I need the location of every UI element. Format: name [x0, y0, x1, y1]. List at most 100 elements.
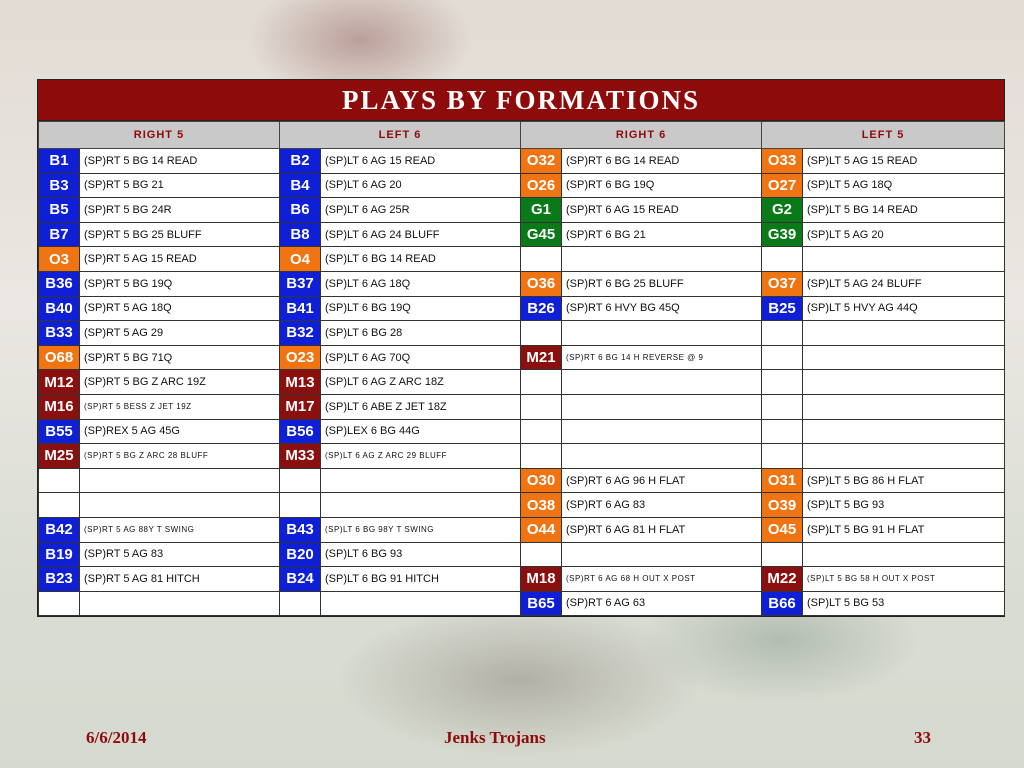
play-name-cell: (SP)RT 5 BG 71Q: [79, 344, 280, 371]
empty-play-cell: [561, 369, 763, 395]
footer-team: Jenks Trojans: [444, 728, 546, 747]
play-code-badge: G2: [761, 197, 804, 223]
play-code-badge: B20: [279, 541, 321, 568]
play-name-cell: (SP)LT 5 AG 15 READ: [802, 148, 1006, 174]
empty-play-cell: [561, 443, 763, 469]
play-code-badge: O45: [761, 516, 804, 543]
play-name-cell: (SP)LT 6 AG 18Q: [319, 270, 522, 297]
play-name-cell: (SP)RT 5 BG 24R: [79, 197, 280, 223]
empty-code-cell: [279, 467, 321, 494]
play-name-cell: (SP)RT 6 BG 14 READ: [561, 148, 763, 174]
empty-code-cell: [761, 369, 804, 395]
table-row: B5 (SP)RT 5 BG 24R B6 (SP)LT 6 AG 25R G1 (SP)…: [38, 197, 1006, 223]
play-code-badge: B65: [520, 590, 563, 617]
footer-date: 6/6/2014: [86, 728, 147, 747]
play-code-badge: M17: [279, 393, 321, 420]
empty-code-cell: [761, 541, 804, 568]
play-code-badge: B7: [38, 221, 80, 248]
empty-play-cell: [79, 467, 280, 494]
play-name-cell: (SP)LT 6 BG 14 READ: [319, 246, 522, 272]
play-code-badge: M12: [38, 369, 80, 395]
empty-play-cell: [802, 320, 1006, 346]
play-code-badge: O44: [520, 516, 563, 543]
play-name-cell: (SP)LT 5 AG 20: [802, 221, 1006, 248]
column-header: RIGHT 5: [38, 121, 280, 149]
play-name-cell: (SP)LT 6 AG 15 READ: [319, 148, 522, 174]
play-name-cell: (SP)RT 5 AG 81 HITCH: [79, 566, 280, 592]
play-name-cell: (SP)LT 5 BG 86 H FLAT: [802, 467, 1006, 494]
play-code-badge: B1: [38, 148, 80, 174]
play-code-badge: M18: [520, 566, 563, 592]
play-name-cell: (SP)LT 5 BG 91 H FLAT: [802, 516, 1006, 543]
play-name-cell: (SP)RT 5 BESS Z JET 19Z: [79, 393, 280, 420]
empty-play-cell: [802, 369, 1006, 395]
play-code-badge: O39: [761, 492, 804, 518]
play-code-badge: M25: [38, 443, 80, 469]
play-code-badge: B25: [761, 295, 804, 322]
play-code-badge: M13: [279, 369, 321, 395]
table-title: PLAYS BY FORMATIONS: [38, 80, 1004, 121]
empty-play-cell: [561, 393, 763, 420]
empty-code-cell: [520, 369, 563, 395]
play-name-cell: (SP)LT 5 HVY AG 44Q: [802, 295, 1006, 322]
plays-table: RIGHT 5 LEFT 6 RIGHT 6 LEFT 5 B1 (SP)RT 5…: [38, 121, 1006, 617]
play-code-badge: G45: [520, 221, 563, 248]
play-code-badge: O38: [520, 492, 563, 518]
empty-play-cell: [561, 418, 763, 445]
play-name-cell: (SP)RT 6 AG 81 H FLAT: [561, 516, 763, 543]
play-name-cell: (SP)LT 6 AG 25R: [319, 197, 522, 223]
play-name-cell: (SP)RT 6 AG 96 H FLAT: [561, 467, 763, 494]
play-name-cell: (SP)RT 5 BG 21: [79, 172, 280, 199]
empty-play-cell: [319, 467, 522, 494]
play-code-badge: B55: [38, 418, 80, 445]
empty-play-cell: [802, 541, 1006, 568]
footer-page-number: 33: [914, 728, 931, 747]
empty-code-cell: [520, 246, 563, 272]
play-name-cell: (SP)LT 5 BG 53: [802, 590, 1006, 617]
table-row: B40 (SP)RT 5 AG 18Q B41 (SP)LT 6 BG 19Q B26(…: [38, 295, 1006, 322]
play-code-badge: B5: [38, 197, 80, 223]
table-row: B33 (SP)RT 5 AG 29 B32 (SP)LT 6 BG 28: [38, 320, 1006, 346]
table-row: B65 (SP)RT 6 AG 63 B66 (SP)LT 5 BG 53: [38, 590, 1006, 617]
column-header: LEFT 6: [278, 121, 522, 149]
play-code-badge: B42: [38, 516, 80, 543]
play-name-cell: (SP)RT 5 BG Z ARC 19Z: [79, 369, 280, 395]
empty-play-cell: [802, 443, 1006, 469]
table-row: B42 (SP)RT 5 AG 88Y T SWING B43 (SP)LT 6 BG…: [38, 516, 1006, 543]
play-code-badge: B6: [279, 197, 321, 223]
table-row: B55 (SP)REX 5 AG 45G B56 (SP)LEX 6 BG 44G: [38, 418, 1006, 445]
table-row: O68 (SP)RT 5 BG 71Q O23 (SP)LT 6 AG 70Q M21(…: [38, 344, 1006, 371]
play-name-cell: (SP)RT 5 AG 88Y T SWING: [79, 516, 280, 543]
play-name-cell: (SP)RT 6 BG 25 BLUFF: [561, 270, 763, 297]
play-code-badge: M33: [279, 443, 321, 469]
play-name-cell: (SP)LT 6 BG 19Q: [319, 295, 522, 322]
play-name-cell: (SP)LT 6 BG 98Y T SWING: [319, 516, 522, 543]
empty-code-cell: [38, 492, 80, 518]
play-code-badge: M16: [38, 393, 80, 420]
play-name-cell: (SP)LT 5 AG 24 BLUFF: [802, 270, 1006, 297]
play-name-cell: (SP)LT 5 AG 18Q: [802, 172, 1006, 199]
play-name-cell: (SP)LEX 6 BG 44G: [319, 418, 522, 445]
play-name-cell: (SP)RT 5 BG 25 BLUFF: [79, 221, 280, 248]
empty-play-cell: [561, 320, 763, 346]
play-code-badge: B43: [279, 516, 321, 543]
play-code-badge: M21: [520, 344, 563, 371]
empty-code-cell: [520, 418, 563, 445]
play-name-cell: (SP)RT 6 AG 63: [561, 590, 763, 617]
play-code-badge: B4: [279, 172, 321, 199]
play-name-cell: (SP)RT 6 BG 14 H REVERSE @ 9: [561, 344, 763, 371]
empty-play-cell: [802, 246, 1006, 272]
play-code-badge: B2: [279, 148, 321, 174]
play-code-badge: O23: [279, 344, 321, 371]
empty-play-cell: [79, 590, 280, 617]
play-name-cell: (SP)LT 6 AG Z ARC 29 BLUFF: [319, 443, 522, 469]
column-header: LEFT 5: [761, 121, 1006, 149]
play-code-badge: B32: [279, 320, 321, 346]
table-row: M12 (SP)RT 5 BG Z ARC 19Z M13 (SP)LT 6 AG Z…: [38, 369, 1006, 395]
play-code-badge: O37: [761, 270, 804, 297]
play-code-badge: O68: [38, 344, 80, 371]
table-row: B19 (SP)RT 5 AG 83 B20 (SP)LT 6 BG 93: [38, 541, 1006, 568]
empty-play-cell: [319, 492, 522, 518]
play-code-badge: B41: [279, 295, 321, 322]
play-code-badge: B23: [38, 566, 80, 592]
